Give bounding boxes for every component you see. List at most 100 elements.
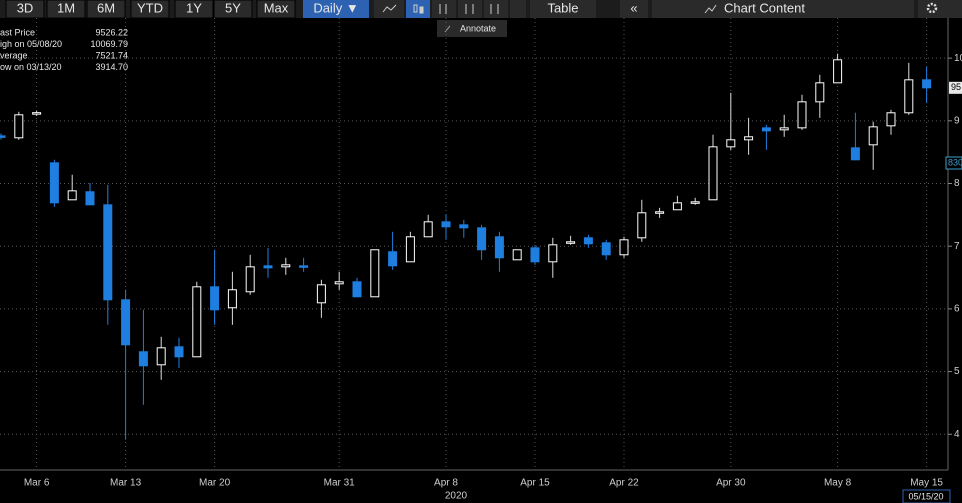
candle-body — [281, 264, 291, 268]
candle-body — [245, 266, 255, 293]
y-tick-label: 10 — [954, 53, 962, 64]
range-label[interactable]: 1M — [57, 0, 75, 15]
candle-body — [121, 299, 131, 346]
range-button[interactable] — [213, 0, 253, 19]
candle-body — [637, 212, 647, 239]
candle-body — [32, 112, 42, 115]
icon-button[interactable] — [484, 0, 508, 18]
x-tick-label: May 8 — [824, 478, 852, 489]
last-price-tag-text: 95 — [951, 82, 961, 92]
candle-body — [566, 241, 576, 244]
candle-body — [156, 347, 166, 366]
table-button[interactable] — [530, 0, 596, 18]
range-label[interactable]: 1Y — [186, 0, 202, 15]
candle-body — [14, 114, 24, 139]
x-tick-label: Mar 20 — [199, 478, 231, 489]
icon-button[interactable] — [458, 0, 482, 18]
candle-icon[interactable] — [419, 6, 424, 14]
candle-body — [388, 251, 398, 267]
range-label[interactable]: Max — [264, 0, 289, 15]
chart-content-button[interactable] — [652, 0, 914, 18]
bar-icon[interactable] — [465, 4, 474, 14]
settings-button[interactable] — [918, 0, 962, 18]
stat-value: 3914.70 — [95, 62, 128, 72]
range-button[interactable] — [256, 0, 296, 19]
tooltip-text: Annotate — [460, 23, 496, 33]
range-button[interactable] — [86, 0, 126, 19]
candle-body — [192, 286, 202, 358]
date-tag-text: 05/15/20 — [908, 491, 943, 501]
candle-body — [423, 221, 433, 238]
candle-body — [459, 224, 469, 229]
interval-label[interactable]: Daily ▼ — [313, 0, 358, 15]
chart-content-label[interactable]: Chart Content — [724, 0, 805, 15]
candle-body — [227, 289, 237, 309]
candle-body — [370, 249, 380, 298]
collapse-label[interactable]: « — [630, 0, 637, 15]
candle-body — [601, 242, 611, 256]
y-tick-label: 8 — [954, 178, 960, 189]
x-tick-label: Mar 31 — [324, 478, 356, 489]
candle-body — [619, 239, 629, 256]
candle-body — [441, 221, 451, 228]
candle-body — [815, 82, 825, 103]
candle-body — [0, 135, 6, 138]
candle-body — [850, 147, 860, 161]
candle-body — [103, 204, 113, 301]
chart-type-icons[interactable] — [374, 0, 526, 18]
icon-button[interactable] — [432, 0, 456, 18]
candle-icon[interactable] — [413, 4, 418, 13]
x-tick-label: Apr 22 — [609, 478, 639, 489]
x-year-label: 2020 — [445, 491, 468, 502]
y-tick-label: 9 — [954, 115, 960, 126]
tooltip — [437, 20, 507, 37]
y-tick-label: 6 — [954, 304, 960, 315]
last-price-tag — [949, 81, 962, 94]
range-button[interactable] — [174, 0, 214, 19]
stat-label: ast Price — [0, 27, 35, 37]
candle-body — [744, 136, 754, 141]
x-tick-label: Apr 8 — [434, 478, 458, 489]
candle-body — [690, 201, 700, 204]
bar-icon[interactable] — [490, 4, 499, 14]
legend-stats: ast Price 9526.22 igh on 05/08/20 10069.79 v… — [0, 27, 128, 72]
interval-button[interactable] — [303, 0, 369, 18]
stat-value: 10069.79 — [90, 39, 128, 49]
candle-body — [761, 127, 771, 132]
level-tag — [945, 156, 962, 170]
y-tick-label: 5 — [954, 366, 960, 377]
range-buttons[interactable]: 3D 1M 6M YTD 1Y 5Y Max — [5, 0, 296, 19]
candle-body — [85, 191, 95, 206]
candle-body — [405, 236, 415, 263]
icon-button[interactable] — [510, 0, 526, 18]
gear-icon[interactable] — [926, 2, 938, 14]
candles — [0, 53, 932, 440]
line-icon[interactable] — [382, 4, 397, 13]
candle-body — [922, 79, 932, 89]
candle-body — [299, 265, 309, 268]
table-label[interactable]: Table — [547, 0, 578, 15]
range-button[interactable] — [5, 0, 45, 19]
range-label[interactable]: 5Y — [225, 0, 241, 15]
y-tick-label: 7 — [954, 241, 960, 252]
candle-body — [868, 126, 878, 146]
stat-label: verage — [0, 50, 28, 60]
candle-body — [779, 127, 789, 131]
candle-body — [672, 202, 682, 211]
candle-body — [334, 281, 344, 285]
bar-icon[interactable] — [439, 4, 447, 14]
range-label[interactable]: YTD — [137, 0, 163, 15]
y-tick-label: 4 — [954, 429, 960, 440]
candle-icon-button[interactable] — [406, 0, 430, 18]
candle-body — [49, 162, 59, 204]
range-label[interactable]: 3D — [17, 0, 34, 15]
collapse-button[interactable] — [620, 0, 648, 18]
range-button[interactable] — [130, 0, 170, 19]
range-label[interactable]: 6M — [97, 0, 115, 15]
range-button[interactable] — [46, 0, 86, 19]
stat-value: 7521.74 — [95, 50, 128, 60]
candle-body — [797, 101, 807, 129]
